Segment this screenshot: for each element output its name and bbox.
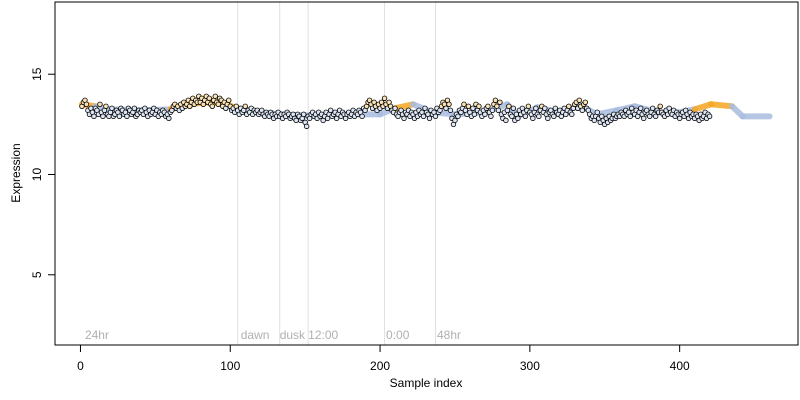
annotation-4: 0:00 xyxy=(386,328,410,342)
data-point-287 xyxy=(509,113,515,120)
data-point-373 xyxy=(638,105,644,112)
annotation-1: dawn xyxy=(241,328,270,342)
vertical-marker-lines xyxy=(237,2,436,345)
x-tick-label-3: 300 xyxy=(520,359,540,373)
annotation-5: 48hr xyxy=(437,328,461,342)
data-point-228 xyxy=(420,113,427,120)
data-point-85 xyxy=(206,95,212,101)
y-tick-label-0: 5 xyxy=(30,271,44,278)
fit-segment-25 xyxy=(594,107,620,118)
data-point-375 xyxy=(641,115,647,122)
data-points xyxy=(79,93,713,130)
data-point-16 xyxy=(103,103,109,110)
data-point-251 xyxy=(455,113,461,120)
x-axis-title: Sample index xyxy=(390,376,463,390)
data-point-87 xyxy=(209,103,215,110)
data-point-262 xyxy=(471,111,478,118)
data-point-274 xyxy=(489,107,496,114)
data-point-265 xyxy=(476,103,482,110)
data-point-381 xyxy=(649,105,656,112)
data-point-12 xyxy=(97,101,103,107)
data-point-332 xyxy=(576,97,582,103)
data-point-327 xyxy=(569,111,575,118)
data-point-58 xyxy=(166,115,172,122)
data-point-271 xyxy=(485,103,491,110)
data-point-25 xyxy=(116,113,123,120)
data-point-8 xyxy=(91,113,97,120)
data-point-279 xyxy=(497,99,503,105)
data-point-273 xyxy=(488,113,494,120)
data-point-14 xyxy=(100,113,106,120)
data-point-236 xyxy=(432,113,439,120)
data-point-296 xyxy=(522,113,529,120)
plot-frame xyxy=(54,1,799,346)
x-tick-label-4: 400 xyxy=(670,359,690,373)
data-point-283 xyxy=(503,117,509,124)
y-tick-label-2: 15 xyxy=(30,67,44,81)
data-point-143 xyxy=(293,117,299,124)
data-point-311 xyxy=(545,115,551,122)
data-point-249 xyxy=(452,117,458,124)
data-point-91 xyxy=(215,101,221,107)
x-tick-label-0: 0 xyxy=(77,359,84,373)
data-point-245 xyxy=(446,101,452,107)
data-point-344 xyxy=(594,109,600,116)
data-point-35 xyxy=(131,105,138,112)
data-point-246 xyxy=(447,107,454,114)
data-point-285 xyxy=(506,103,512,110)
data-point-215 xyxy=(401,115,407,122)
data-point-261 xyxy=(470,105,476,112)
annotation-2: dusk xyxy=(280,328,306,342)
y-axis-title: Expression xyxy=(9,143,23,202)
data-point-148 xyxy=(300,111,307,118)
y-tick-label-1: 10 xyxy=(30,168,44,182)
data-point-419 xyxy=(706,113,713,120)
data-point-243 xyxy=(443,105,449,112)
annotation-0: 24hr xyxy=(85,328,109,342)
data-point-336 xyxy=(582,99,588,105)
data-point-187 xyxy=(359,113,365,120)
data-point-325 xyxy=(566,103,572,110)
x-tick-label-2: 200 xyxy=(370,359,390,373)
x-tick-label-1: 100 xyxy=(220,359,240,373)
y-axis: 5 10 15 xyxy=(30,67,56,278)
data-point-232 xyxy=(426,115,433,122)
data-point-20 xyxy=(109,105,115,112)
data-point-3 xyxy=(83,101,90,107)
data-point-278 xyxy=(495,107,502,114)
data-point-98 xyxy=(226,97,232,103)
data-point-276 xyxy=(492,97,499,103)
data-point-150 xyxy=(303,123,310,130)
data-point-166 xyxy=(327,107,334,114)
data-point-305 xyxy=(536,113,542,120)
annotation-3: 12:00 xyxy=(308,328,338,342)
data-point-298 xyxy=(525,103,532,110)
data-point-309 xyxy=(542,105,548,112)
data-point-334 xyxy=(579,107,585,114)
data-point-291 xyxy=(515,115,521,122)
data-point-269 xyxy=(482,111,488,118)
time-annotations: 24hr dawn dusk 12:00 0:00 48hr xyxy=(85,328,461,342)
fit-segment-15 xyxy=(392,101,417,112)
data-point-89 xyxy=(212,93,218,99)
data-point-303 xyxy=(533,105,539,112)
data-point-386 xyxy=(657,103,663,110)
data-point-255 xyxy=(461,101,467,107)
data-point-366 xyxy=(627,113,633,120)
fit-segment-31 xyxy=(708,101,736,110)
data-point-202 xyxy=(381,95,388,101)
data-point-315 xyxy=(551,113,557,120)
data-point-301 xyxy=(530,115,536,122)
data-point-383 xyxy=(652,113,659,120)
data-point-109 xyxy=(242,103,248,110)
data-point-209 xyxy=(392,105,398,112)
data-point-288 xyxy=(510,105,517,112)
data-point-258 xyxy=(465,103,472,110)
x-axis: 0 100 200 300 400 xyxy=(77,344,690,373)
data-point-30 xyxy=(124,113,130,120)
